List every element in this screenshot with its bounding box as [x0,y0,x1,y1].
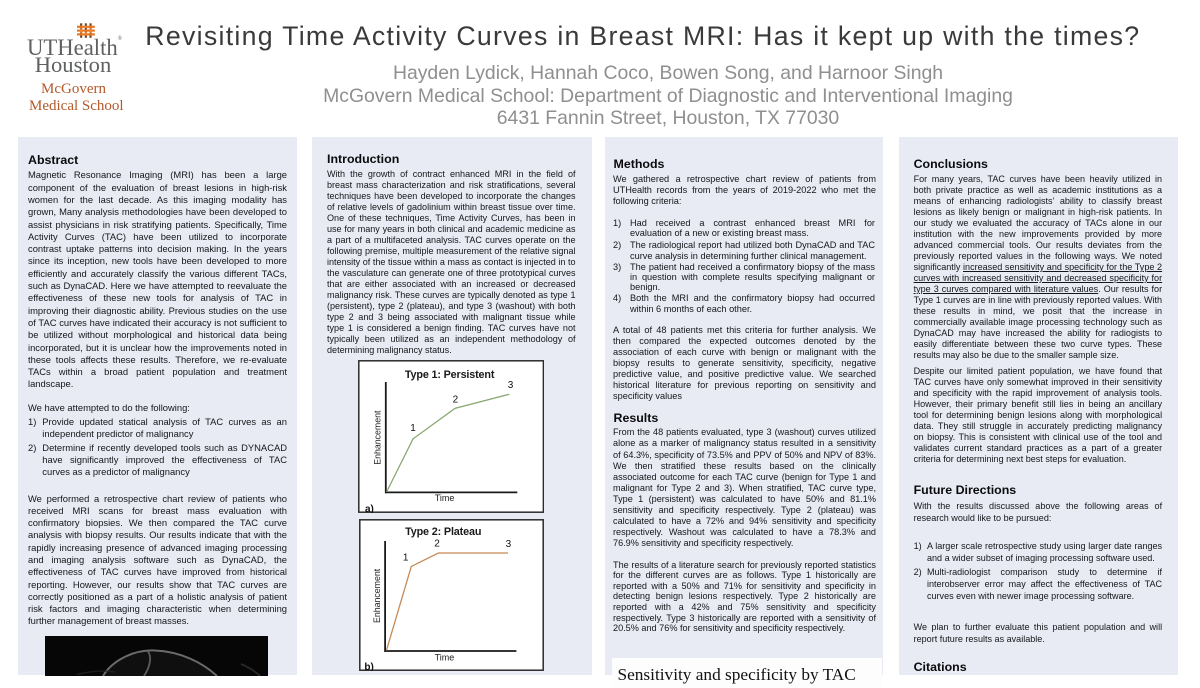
svg-text:3: 3 [506,539,512,550]
svg-text:2: 2 [434,539,440,550]
svg-text:Time: Time [435,494,455,504]
svg-text:1: 1 [410,423,416,434]
svg-text:1: 1 [403,553,409,564]
svg-text:Time: Time [435,653,455,663]
svg-text:2: 2 [453,395,459,406]
svg-text:Type 2: Plateau: Type 2: Plateau [405,526,481,538]
svg-text:a): a) [365,504,374,513]
svg-text:Enhancement: Enhancement [372,569,382,624]
svg-text:b): b) [365,662,374,671]
svg-text:Enhancement: Enhancement [373,410,383,465]
svg-text:3: 3 [508,380,514,391]
svg-text:Type 1: Persistent: Type 1: Persistent [405,369,495,381]
